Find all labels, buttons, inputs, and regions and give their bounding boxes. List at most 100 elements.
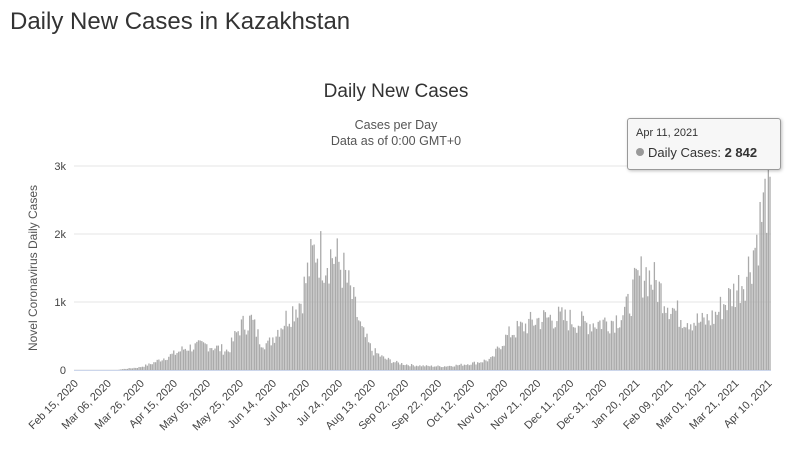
bar[interactable]: [491, 356, 494, 370]
bar[interactable]: [227, 351, 229, 370]
bar[interactable]: [270, 345, 272, 370]
bar[interactable]: [273, 342, 276, 370]
bar[interactable]: [194, 343, 196, 370]
bar[interactable]: [483, 359, 485, 370]
bar[interactable]: [642, 297, 644, 370]
bar[interactable]: [490, 357, 492, 370]
bar[interactable]: [349, 285, 352, 370]
bar[interactable]: [272, 337, 274, 370]
bar[interactable]: [430, 365, 433, 370]
bar[interactable]: [604, 317, 606, 370]
bar[interactable]: [333, 263, 335, 370]
bar[interactable]: [602, 319, 604, 370]
bar[interactable]: [197, 340, 200, 370]
bar[interactable]: [367, 342, 370, 370]
bar[interactable]: [754, 247, 756, 370]
bar[interactable]: [648, 270, 651, 370]
bar[interactable]: [500, 349, 502, 370]
bar[interactable]: [453, 366, 456, 370]
bar[interactable]: [699, 321, 702, 370]
bar[interactable]: [485, 360, 487, 370]
bar[interactable]: [595, 328, 598, 370]
bar[interactable]: [539, 329, 542, 370]
bar[interactable]: [704, 324, 707, 370]
bar[interactable]: [660, 283, 662, 370]
bar[interactable]: [767, 166, 769, 370]
bar[interactable]: [756, 234, 758, 370]
bar[interactable]: [232, 341, 234, 370]
bar[interactable]: [566, 320, 568, 370]
bar[interactable]: [597, 321, 599, 370]
bar[interactable]: [189, 344, 191, 370]
bar[interactable]: [366, 333, 368, 370]
bar[interactable]: [647, 296, 649, 370]
bar[interactable]: [145, 364, 147, 370]
bar[interactable]: [445, 366, 447, 370]
bar[interactable]: [439, 366, 441, 370]
bar[interactable]: [361, 326, 363, 370]
bar[interactable]: [146, 365, 148, 370]
bar[interactable]: [121, 369, 124, 370]
bar[interactable]: [729, 289, 732, 370]
bar[interactable]: [690, 324, 692, 370]
bar[interactable]: [391, 363, 393, 370]
bar[interactable]: [283, 325, 286, 370]
bar[interactable]: [769, 176, 771, 370]
bar[interactable]: [363, 327, 365, 370]
bar[interactable]: [470, 364, 472, 370]
bar[interactable]: [571, 324, 573, 370]
bar[interactable]: [154, 362, 157, 370]
bar[interactable]: [313, 244, 315, 370]
bar[interactable]: [620, 320, 623, 370]
bar[interactable]: [178, 351, 180, 370]
bar[interactable]: [472, 362, 474, 370]
bar[interactable]: [463, 364, 466, 370]
bar[interactable]: [703, 317, 705, 370]
bar[interactable]: [643, 280, 646, 370]
bar[interactable]: [343, 252, 345, 370]
bar[interactable]: [670, 313, 672, 370]
bar[interactable]: [374, 348, 376, 370]
bar[interactable]: [125, 368, 127, 370]
bar[interactable]: [225, 349, 228, 370]
bar[interactable]: [538, 317, 540, 370]
bar[interactable]: [619, 327, 621, 370]
bar[interactable]: [235, 332, 238, 370]
bar[interactable]: [427, 365, 429, 370]
bar[interactable]: [653, 262, 656, 370]
bar[interactable]: [510, 337, 512, 370]
bar[interactable]: [581, 311, 583, 370]
bar[interactable]: [548, 317, 550, 370]
bar[interactable]: [638, 275, 641, 370]
bar[interactable]: [381, 355, 383, 370]
bar[interactable]: [219, 351, 221, 370]
bar[interactable]: [376, 353, 378, 370]
bar[interactable]: [351, 298, 353, 370]
bar[interactable]: [685, 327, 687, 370]
bar[interactable]: [326, 268, 329, 370]
bar[interactable]: [518, 326, 520, 370]
bar[interactable]: [467, 364, 469, 370]
bar[interactable]: [627, 293, 629, 370]
bar[interactable]: [437, 365, 439, 370]
bar[interactable]: [587, 334, 589, 370]
bar[interactable]: [529, 311, 532, 370]
bar[interactable]: [409, 366, 411, 370]
bar[interactable]: [306, 262, 309, 370]
bar[interactable]: [140, 367, 142, 370]
bar[interactable]: [533, 325, 535, 370]
bar[interactable]: [348, 270, 350, 370]
bar[interactable]: [556, 321, 558, 370]
bar[interactable]: [632, 279, 634, 370]
bar[interactable]: [267, 340, 269, 370]
bar[interactable]: [265, 343, 267, 370]
bar[interactable]: [706, 314, 708, 370]
bar[interactable]: [301, 313, 304, 370]
bar[interactable]: [245, 334, 248, 370]
bar[interactable]: [709, 325, 712, 370]
bar[interactable]: [425, 365, 428, 370]
bar[interactable]: [217, 345, 219, 370]
bar[interactable]: [240, 319, 243, 370]
bar[interactable]: [386, 359, 388, 370]
bar[interactable]: [412, 365, 414, 370]
